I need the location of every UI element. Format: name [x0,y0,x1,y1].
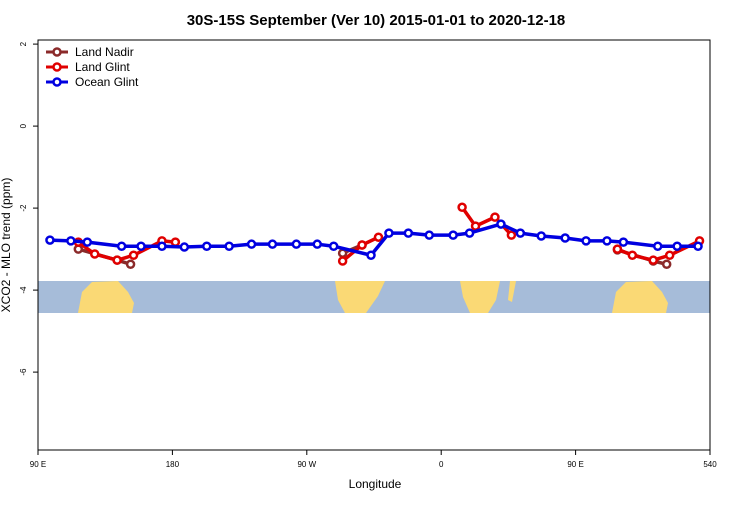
data-point [82,237,93,247]
y-tick-label: -4 [19,286,28,294]
data-point [457,202,467,213]
x-tick-label: 540 [703,460,717,469]
data-point [602,236,612,246]
data-point [366,250,376,260]
data-point [66,236,76,246]
data-point [627,250,638,260]
data-point [128,250,139,260]
data-point [403,228,414,238]
x-axis-label: Longitude [349,477,402,491]
legend-marker [52,62,62,72]
data-point [490,212,500,222]
data-point [581,236,591,246]
data-point [536,231,547,241]
data-point [136,241,146,251]
legend-label: Land Glint [75,60,130,74]
data-point [45,235,55,245]
y-axis-label: XCO2 - MLO trend (ppm) [0,178,13,313]
data-point [267,239,278,249]
map-strip [38,281,710,313]
y-tick-label: 2 [19,41,28,46]
data-point [201,241,212,251]
y-tick-label: -2 [19,204,28,212]
data-point [560,233,570,243]
data-point [664,250,675,260]
data-point [312,239,323,249]
y-tick-label: 0 [19,123,28,128]
data-point [224,241,234,251]
x-tick-label: 90 W [297,460,316,469]
x-tick-label: 0 [439,460,444,469]
legend-label: Land Nadir [75,45,134,59]
data-point [661,259,672,270]
plot-frame [37,39,711,451]
data-point [612,244,623,254]
data-point [328,241,339,251]
data-point [448,230,458,240]
data-point [648,255,659,265]
data-point [693,241,703,251]
x-tick-label: 90 E [30,460,46,469]
data-point [89,249,100,259]
chart-title: 30S-15S September (Ver 10) 2015-01-01 to… [187,12,566,29]
data-point [672,241,682,251]
data-point [464,228,475,238]
data-point [424,230,435,240]
data-point [373,232,384,242]
data-point [116,241,127,251]
legend-marker [52,47,62,57]
x-tick-label: 90 E [567,460,583,469]
data-point [470,221,481,231]
data-point [179,242,190,252]
data-point [496,219,506,229]
data-point [357,240,367,250]
data-point [337,256,348,266]
data-point [291,239,302,249]
data-point [384,228,394,238]
data-point [246,239,257,249]
data-point [157,241,167,251]
data-point [125,259,136,270]
data-point [112,255,122,265]
data-point [506,230,517,240]
legend-marker [52,77,62,87]
y-tick-label: -6 [19,368,28,376]
data-point [618,237,629,247]
data-point [515,228,526,238]
data-point [652,241,663,251]
legend-label: Ocean Glint [75,75,139,89]
x-tick-label: 180 [166,460,180,469]
data-point [170,237,181,247]
